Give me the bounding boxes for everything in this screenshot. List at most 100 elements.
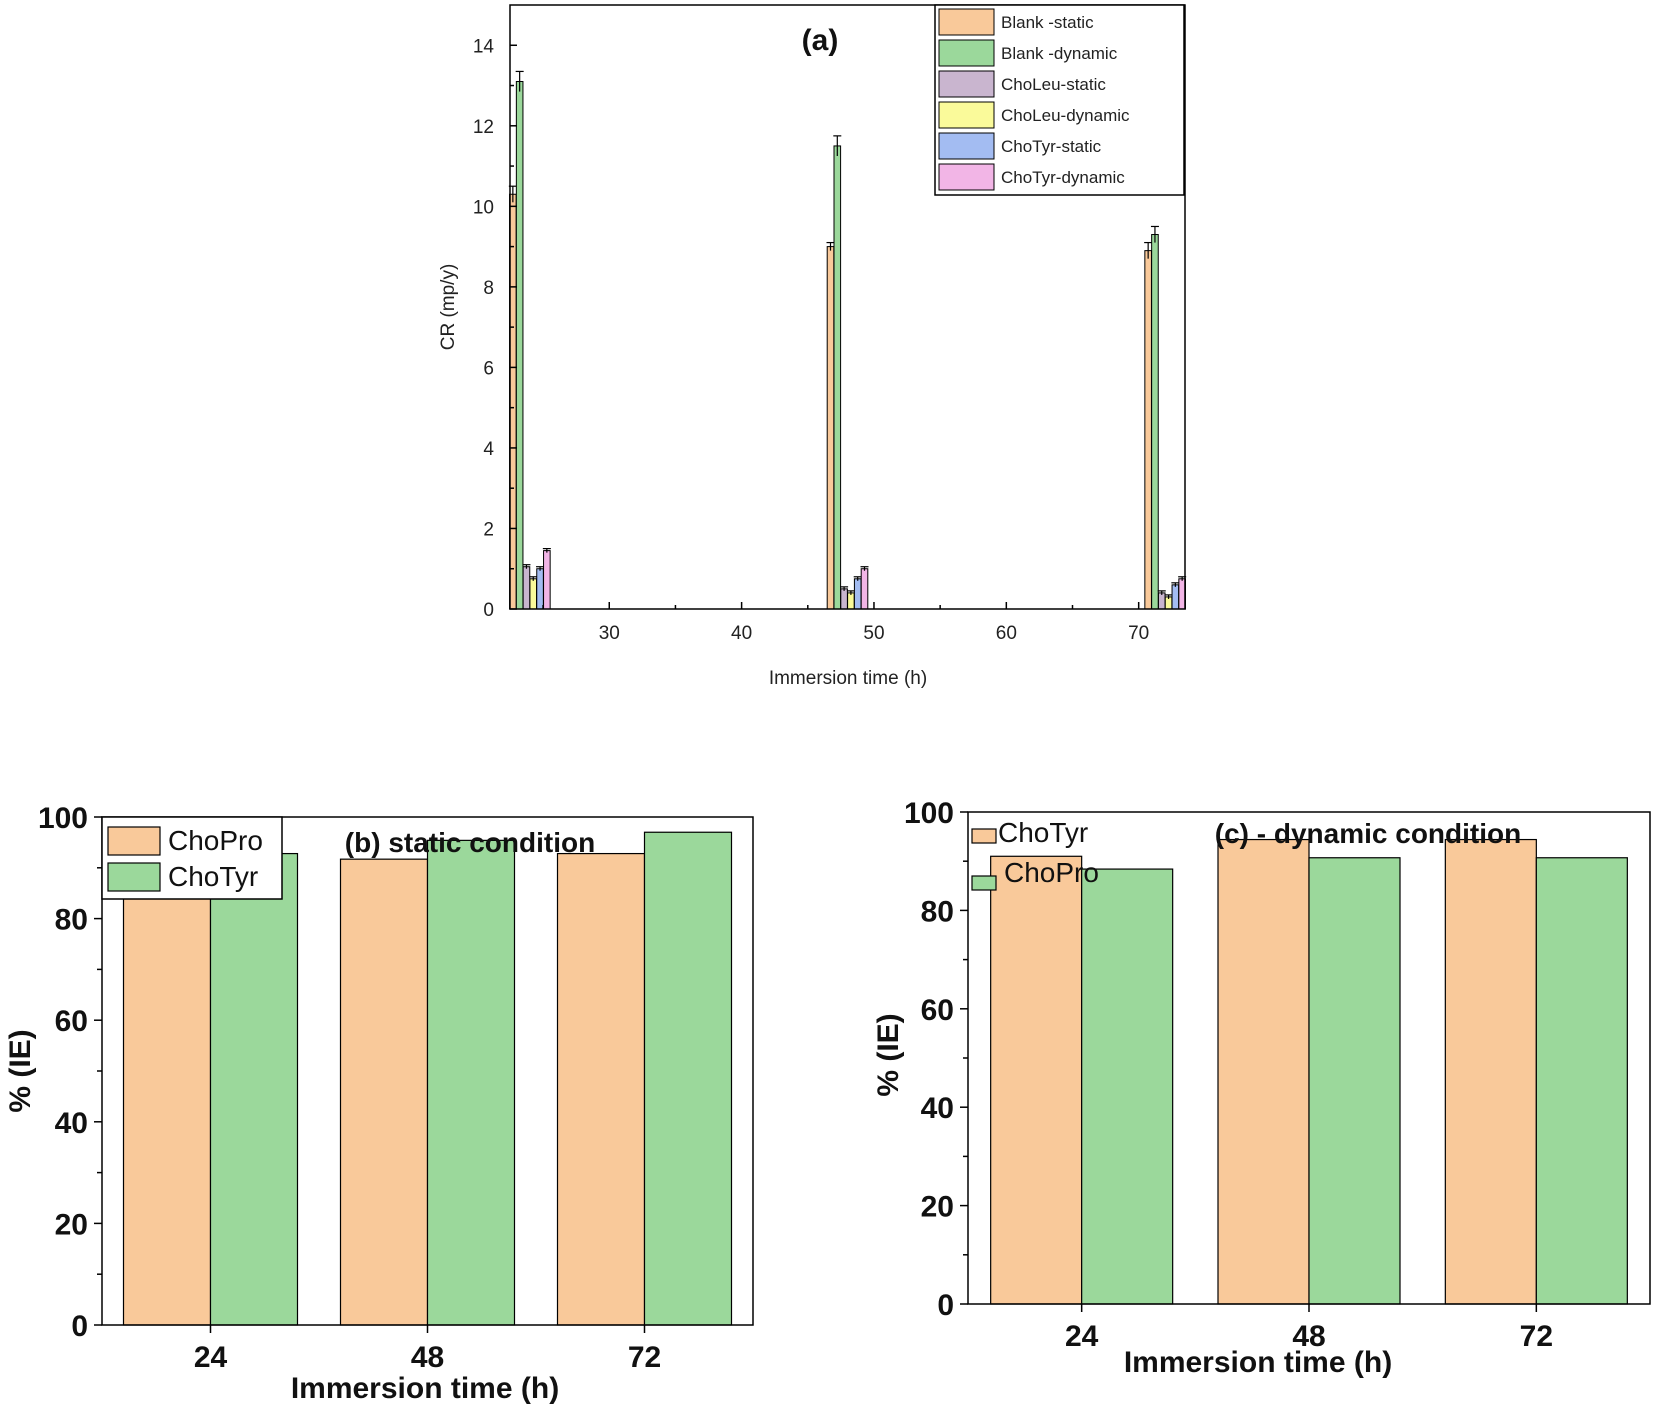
chart-a-xtick-label: 40 xyxy=(731,623,752,644)
chart-a-bar xyxy=(1144,250,1152,610)
chart-a-bar xyxy=(515,81,524,610)
chart-c-ticks: 24 48 72 0 20 40 60 80 100 xyxy=(904,797,1553,1353)
chart-c-title: (c) - dynamic condition xyxy=(1215,818,1521,849)
chart-a-legend-label: ChoLeu-static xyxy=(1001,75,1106,94)
chart-b-bar xyxy=(556,852,646,1326)
chart-b-ylabel: % (IE) xyxy=(4,1029,37,1112)
chart-a-bar xyxy=(847,592,855,610)
chart-b-xtick-label: 48 xyxy=(411,1341,444,1374)
chart-b-legend-label: ChoPro xyxy=(168,825,263,856)
chart-a-legend-swatch xyxy=(938,132,995,160)
chart-a-bar xyxy=(1157,592,1166,610)
chart-b-bar xyxy=(643,831,733,1326)
chart-a: 30 40 50 60 70 0 2 4 6 8 10 12 14 (a) Immersion time… xyxy=(438,4,1187,689)
chart-c-legend-label: ChoPro xyxy=(1004,857,1099,888)
chart-b-ytick-label: 20 xyxy=(55,1208,88,1241)
chart-c-legend-swatch xyxy=(971,875,997,891)
chart-a-bar xyxy=(853,578,862,610)
chart-a-legend-label: ChoLeu-dynamic xyxy=(1001,106,1130,125)
chart-c-xtick-label: 72 xyxy=(1520,1320,1553,1353)
chart-b-ytick-label: 40 xyxy=(55,1107,88,1140)
chart-c-bar xyxy=(1444,838,1537,1305)
chart-a-legend-swatch xyxy=(938,163,995,191)
chart-a-bar xyxy=(1151,234,1159,610)
chart-b-ticks: 24 48 72 0 20 40 60 80 100 xyxy=(38,802,661,1374)
chart-a-ytick-label: 0 xyxy=(483,600,494,621)
chart-a-ticks: 30 40 50 60 70 0 2 4 6 8 10 12 14 xyxy=(473,36,1149,644)
chart-b-xtick-label: 72 xyxy=(628,1341,661,1374)
chart-a-legend-box xyxy=(934,4,1185,196)
chart-a-ytick-label: 14 xyxy=(473,36,495,57)
chart-c-legend-swatch xyxy=(971,828,997,844)
chart-a-bar xyxy=(543,550,551,610)
chart-a-legend-label: ChoTyr-dynamic xyxy=(1001,168,1125,187)
chart-c-bar xyxy=(1081,868,1174,1305)
chart-a-ytick-label: 4 xyxy=(483,439,494,460)
chart-c-ytick-label: 40 xyxy=(921,1092,954,1125)
chart-c-ytick-label: 20 xyxy=(921,1191,954,1224)
chart-a-bar xyxy=(860,568,869,610)
chart-b-bar xyxy=(339,858,429,1326)
chart-c-legend: ChoTyr ChoPro xyxy=(971,817,1099,891)
chart-c-bars xyxy=(990,838,1628,1305)
chart-a-legend-swatch xyxy=(938,70,995,98)
chart-a-bar xyxy=(522,566,531,610)
chart-b-bar xyxy=(209,852,299,1326)
chart-a-ytick-label: 12 xyxy=(473,117,494,138)
chart-a-legend: Blank -static Blank -dynamic ChoLeu-static… xyxy=(934,4,1185,196)
chart-b-legend: ChoPro ChoTyr xyxy=(101,816,283,900)
chart-a-xtick-label: 50 xyxy=(863,623,884,644)
chart-a-ytick-label: 6 xyxy=(483,358,494,379)
chart-b-ytick-label: 60 xyxy=(55,1005,88,1038)
chart-a-title: (a) xyxy=(802,24,839,57)
chart-b-xtick-label: 24 xyxy=(194,1341,228,1374)
chart-a-legend-swatch xyxy=(938,8,995,36)
chart-c-bar xyxy=(1535,857,1628,1305)
chart-a-ylabel: CR (mp/y) xyxy=(438,264,459,351)
chart-c-xtick-label: 24 xyxy=(1065,1320,1099,1353)
chart-c-xlabel: Immersion time (h) xyxy=(1124,1346,1392,1379)
chart-b-ytick-label: 80 xyxy=(55,904,88,937)
chart-b-bars xyxy=(122,831,733,1326)
chart-b-bar xyxy=(122,868,212,1326)
chart-a-xtick-label: 70 xyxy=(1128,623,1149,644)
chart-a-xtick-label: 30 xyxy=(599,623,620,644)
chart-c-ytick-label: 0 xyxy=(937,1289,954,1322)
chart-c-ytick-label: 100 xyxy=(904,797,954,830)
chart-a-frame xyxy=(509,4,1186,610)
chart-a-bar xyxy=(840,588,848,610)
chart-b-legend-swatch xyxy=(107,826,161,856)
chart-a-bar xyxy=(826,246,835,610)
chart-c-ytick-label: 60 xyxy=(921,994,954,1027)
chart-a-bar xyxy=(529,578,538,610)
chart-c-ytick-label: 80 xyxy=(921,895,954,928)
chart-a-bar xyxy=(833,145,842,610)
chart-b-ytick-label: 100 xyxy=(38,802,88,835)
chart-c-bar xyxy=(1217,838,1310,1305)
chart-a-legend-swatch xyxy=(938,39,995,67)
chart-c-xtick-label: 48 xyxy=(1292,1320,1325,1353)
chart-b-xlabel: Immersion time (h) xyxy=(291,1372,559,1405)
chart-a-bar xyxy=(1171,584,1180,610)
chart-a-xlabel: Immersion time (h) xyxy=(769,668,927,689)
chart-a-legend-label: ChoTyr-static xyxy=(1001,137,1102,156)
chart-b-bar xyxy=(426,839,516,1326)
chart-b-legend-label: ChoTyr xyxy=(168,861,258,892)
chart-c: 24 48 72 0 20 40 60 80 100 (c) - dynamic conditi… xyxy=(872,797,1651,1379)
chart-a-bar xyxy=(536,568,544,610)
chart-a-legend-label: Blank -static xyxy=(1001,13,1094,32)
chart-c-legend-label: ChoTyr xyxy=(998,817,1088,848)
chart-a-xtick-label: 60 xyxy=(996,623,1017,644)
chart-a-legend-swatch xyxy=(938,101,995,129)
chart-b-title: (b) static condition xyxy=(345,827,595,858)
chart-c-bar xyxy=(990,855,1083,1305)
chart-b-legend-swatch xyxy=(107,862,161,892)
chart-a-legend-label: Blank -dynamic xyxy=(1001,44,1118,63)
chart-b-ytick-label: 0 xyxy=(71,1310,88,1343)
chart-c-ylabel: % (IE) xyxy=(872,1013,905,1096)
chart-a-ytick-label: 8 xyxy=(483,278,494,299)
chart-a-ytick-label: 10 xyxy=(473,197,494,218)
chart-a-ytick-label: 2 xyxy=(483,519,494,540)
